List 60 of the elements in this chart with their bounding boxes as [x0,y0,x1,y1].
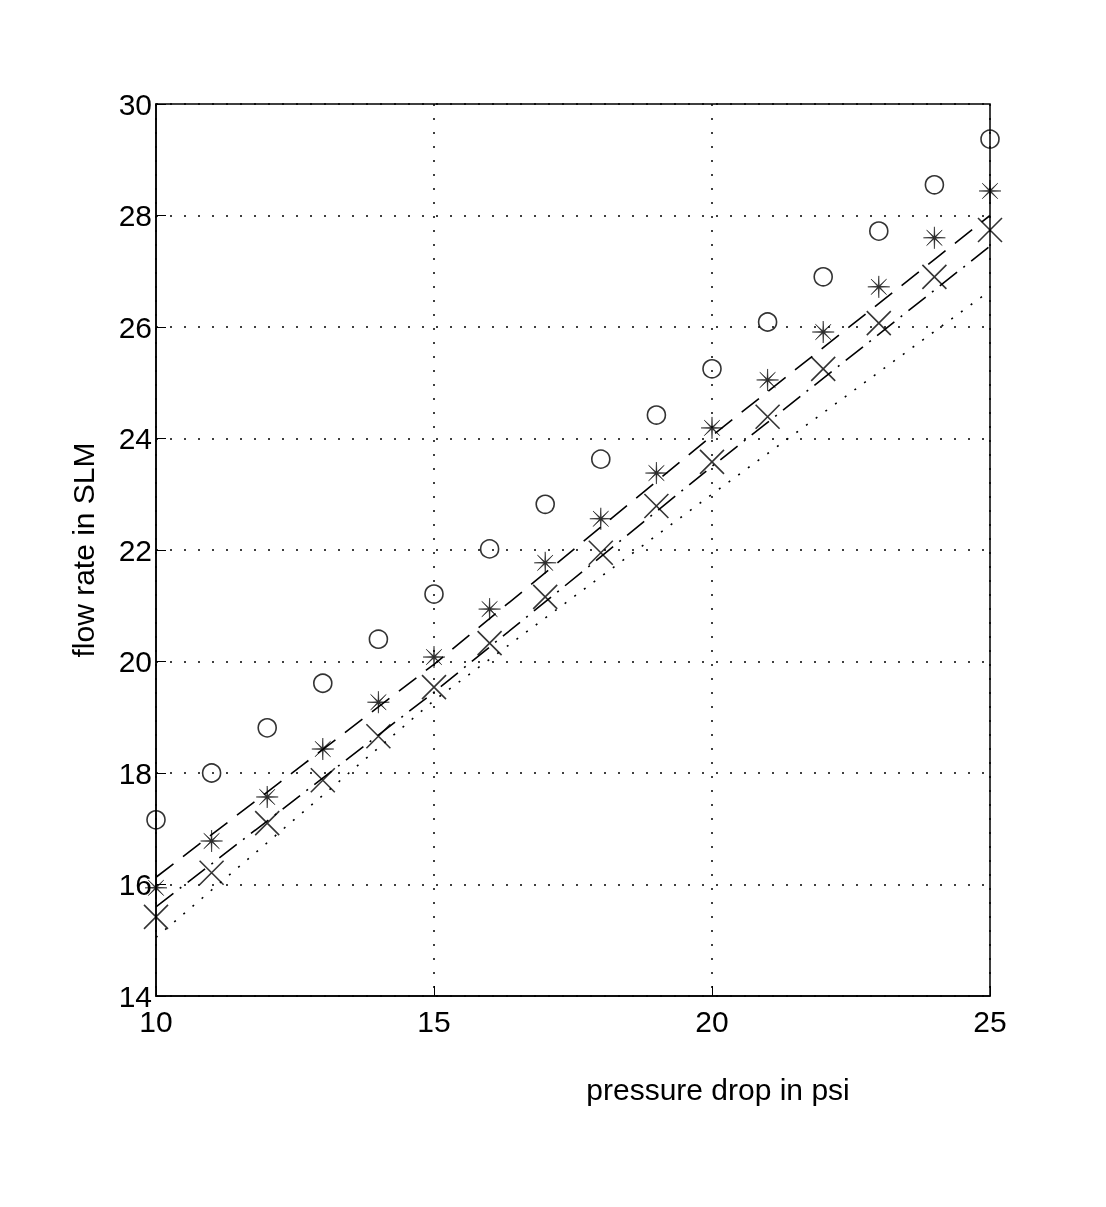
point [254,810,280,836]
point [146,810,166,830]
point [867,275,891,299]
point [924,175,945,195]
point [479,539,500,559]
y-tick-label: 30 [118,87,152,121]
point [700,416,724,440]
point [365,723,392,750]
x-axis-title: pressure drop in psi [586,1072,850,1106]
point [421,674,447,700]
point [476,630,503,656]
y-tick-label: 20 [118,645,152,678]
point [589,507,613,531]
point [980,129,1000,149]
point [367,690,390,714]
y-axis-title: flow rate in SLM [66,442,100,658]
point [588,539,614,566]
point [702,359,722,379]
x-tick-label: 15 [417,1004,451,1038]
point [591,449,611,469]
point [921,264,948,290]
x-tick-label: 20 [695,1004,729,1038]
point [756,368,779,392]
y-tick-label: 18 [118,756,152,790]
point [368,629,389,649]
point [869,221,889,241]
point [978,179,1002,203]
y-tick-label: 28 [118,199,152,232]
point [143,904,169,930]
point [478,597,501,621]
point [754,403,781,430]
point [200,829,223,853]
point [424,584,444,604]
point [699,449,725,475]
point [313,673,333,694]
y-tick-label: 16 [118,868,152,901]
point [310,767,336,794]
point [757,312,778,332]
point [198,859,225,886]
x-tick-label: 25 [973,1004,1007,1038]
point [810,356,836,382]
point [535,494,555,515]
point [311,737,335,761]
point [533,551,557,575]
point [977,217,1003,243]
point [646,405,667,425]
point [811,320,835,344]
point [923,226,946,250]
y-tick-label: 22 [118,533,152,567]
point [532,584,558,610]
point [255,785,279,809]
point [201,763,222,783]
point [422,645,446,669]
point [257,718,277,738]
point [645,461,668,485]
point [643,493,670,519]
y-tick-label: 26 [118,310,152,344]
point [813,267,833,287]
point [866,310,892,336]
y-tick-label: 24 [118,422,152,455]
